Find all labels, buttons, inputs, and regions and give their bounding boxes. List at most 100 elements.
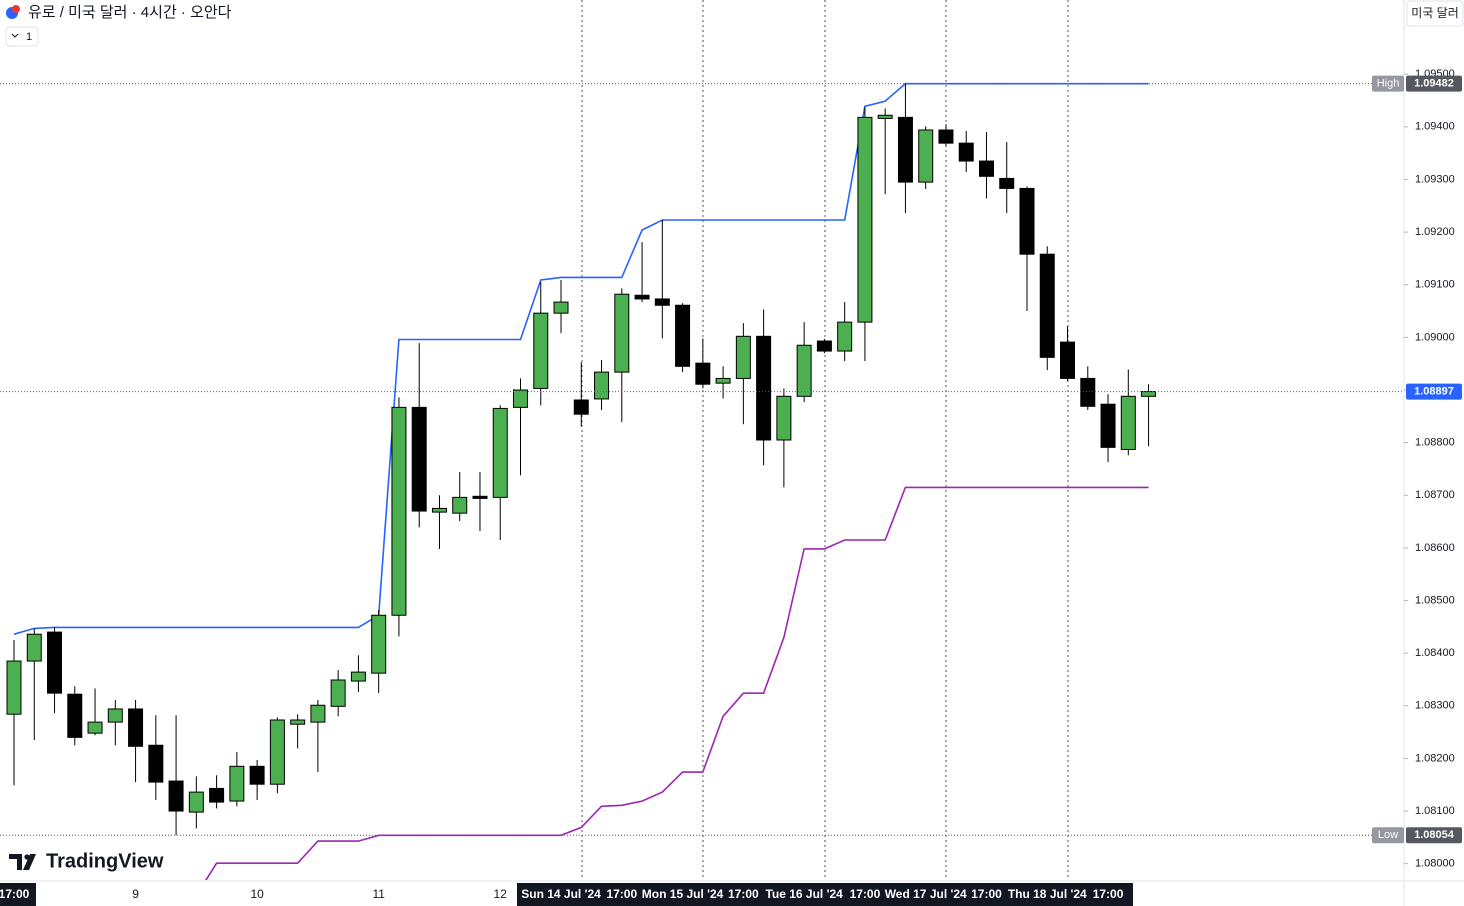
candle-body (1120, 395, 1136, 450)
candle-body (209, 787, 225, 803)
candle-body (634, 294, 650, 300)
y-tick-label: 1.08100 (1415, 805, 1455, 817)
y-tick-label: 1.09000 (1415, 331, 1455, 343)
y-tick-label: 1.09100 (1415, 279, 1455, 291)
candle-body (148, 744, 164, 783)
x-tick-label: 17:00 (606, 887, 637, 901)
interval-toggle[interactable] (5, 26, 39, 47)
logo-mark (9, 854, 22, 870)
candle-body (513, 389, 528, 408)
currency-label: 미국 달러 (1411, 6, 1459, 20)
candle-body (614, 293, 630, 373)
time-range-highlight (0, 883, 36, 906)
price-marker-box (1406, 827, 1462, 844)
session-breaks (581, 0, 1069, 880)
candle-body (472, 495, 488, 499)
candle-body (938, 129, 954, 144)
logo-text: TradingView (46, 850, 164, 872)
x-tick-label: Thu 18 Jul '24 (1008, 887, 1087, 901)
candle-body (776, 395, 792, 441)
x-tick-label: 11 (372, 887, 385, 901)
candle-body (87, 721, 103, 734)
candle-body (391, 406, 407, 616)
candle-body (492, 407, 508, 498)
candle-body (290, 719, 306, 725)
candle-body (1080, 377, 1096, 407)
x-tick-label: 17:00 (0, 887, 30, 901)
candle-body (350, 671, 366, 682)
candle-body (675, 304, 691, 367)
x-tick-label: 10 (250, 887, 264, 901)
chevron-icon (11, 33, 19, 38)
price-marker-tag (1372, 75, 1404, 92)
symbol-title: 유로 / 미국 달러 · 4시간 · 오안다 (28, 4, 232, 21)
symbol-icon (12, 5, 20, 13)
y-tick-label: 1.09200 (1415, 226, 1455, 238)
candle-body (107, 708, 123, 723)
candle-body (897, 116, 913, 183)
candle-body (249, 765, 265, 785)
x-tick-label: 17:00 (1093, 887, 1124, 901)
candle-body (837, 321, 853, 352)
x-tick-label: 17:00 (728, 887, 759, 901)
x-tick-label: Wed 17 Jul '24 (885, 887, 967, 901)
candle-body (411, 406, 427, 512)
candle-body (47, 631, 63, 694)
time-range-highlight (517, 883, 1133, 906)
candle-body (371, 614, 387, 674)
candle-body (594, 371, 610, 400)
candle-body (1141, 391, 1157, 397)
candle-body (1060, 341, 1076, 379)
candle-body (978, 160, 994, 177)
price-marker-label: Low (1378, 829, 1398, 841)
y-tick-label: 1.08200 (1415, 752, 1455, 764)
candle-body (452, 496, 468, 514)
logo: TradingView (9, 850, 164, 872)
x-tick-label: Sun 14 Jul '24 (521, 887, 601, 901)
price-marker-box (1406, 383, 1462, 400)
price-marker-tag (1372, 827, 1404, 844)
x-tick-label: 9 (132, 887, 139, 901)
candle-body (26, 633, 42, 662)
price-marker-value: 1.08054 (1414, 829, 1455, 841)
candle-body (715, 377, 731, 384)
price-marker-box (1406, 75, 1462, 92)
currency-button[interactable] (1406, 0, 1464, 27)
candle-body (573, 399, 589, 415)
indicator-line (13, 82, 1149, 635)
y-tick-label: 1.08600 (1415, 542, 1455, 554)
y-tick-label: 1.08800 (1415, 437, 1455, 449)
candle-body (553, 301, 569, 314)
x-tick-label: Tue 16 Jul '24 (765, 887, 843, 901)
y-tick-label: 1.08000 (1415, 858, 1455, 870)
candle-body (877, 114, 893, 119)
candle-body (816, 340, 832, 352)
candle-body (1100, 403, 1116, 448)
x-tick-label: 12 (494, 887, 508, 901)
candle-body (756, 335, 772, 441)
price-marker-value: 1.08897 (1414, 385, 1454, 397)
x-tick-label: 17:00 (971, 887, 1002, 901)
candle-body (796, 344, 812, 397)
candle-body (229, 765, 245, 802)
indicator-line (205, 486, 1149, 880)
interval-count: 1 (26, 31, 32, 43)
candle-body (958, 142, 974, 162)
candle-body (310, 704, 326, 723)
y-tick-label: 1.09300 (1415, 173, 1455, 185)
x-tick-label: Mon 15 Jul '24 (642, 887, 724, 901)
candle-body (533, 312, 549, 389)
candle-body (735, 335, 751, 379)
y-tick-label: 1.09400 (1415, 121, 1455, 133)
x-tick-label: 17:00 (850, 887, 881, 901)
candle-body (6, 660, 22, 715)
candle-body (67, 693, 83, 738)
candle-body (269, 719, 285, 785)
candle-body (330, 679, 346, 707)
candle-body (857, 116, 873, 323)
candle-body (918, 129, 934, 183)
price-marker-label: High (1377, 78, 1400, 90)
candle-body (999, 177, 1015, 189)
plot (6, 82, 1157, 880)
